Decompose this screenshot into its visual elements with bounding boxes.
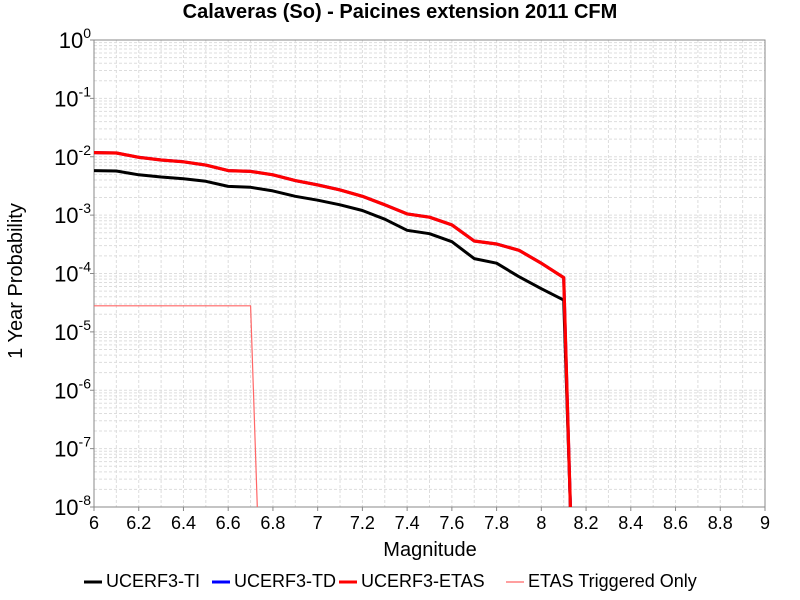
x-tick-label: 6.6 (216, 513, 241, 533)
x-tick-label: 7.8 (484, 513, 509, 533)
y-tick-exponent: -7 (79, 434, 92, 450)
y-tick-base: 10 (54, 86, 78, 111)
x-tick-label: 8.6 (663, 513, 688, 533)
y-tick-base: 10 (54, 437, 78, 462)
y-tick-label: 10-6 (54, 375, 91, 403)
y-tick-exponent: -2 (79, 142, 92, 158)
y-tick-label: 10-5 (54, 317, 91, 345)
x-tick-label: 8.4 (618, 513, 643, 533)
legend-label-ucerf3-etas: UCERF3-ETAS (361, 571, 485, 591)
y-tick-label: 10-1 (54, 83, 91, 111)
y-tick-label: 10-7 (54, 434, 91, 462)
x-tick-label: 7.4 (395, 513, 420, 533)
x-tick-label: 6.8 (260, 513, 285, 533)
legend-label-ucerf3-ti: UCERF3-TI (106, 571, 200, 591)
x-tick-label: 6.4 (171, 513, 196, 533)
y-tick-base: 10 (54, 378, 78, 403)
x-tick-label: 7.2 (350, 513, 375, 533)
y-tick-label: 100 (59, 25, 91, 53)
series-line-etas-triggered-only (94, 305, 258, 507)
y-tick-label: 10-3 (54, 200, 91, 228)
y-tick-label: 10-2 (54, 142, 91, 170)
y-tick-exponent: -5 (79, 317, 92, 333)
legend-label-ucerf3-td: UCERF3-TD (234, 571, 336, 591)
x-tick-label: 8.8 (708, 513, 733, 533)
y-tick-exponent: -1 (79, 83, 92, 99)
y-axis-label: 1 Year Probability (5, 203, 27, 359)
x-axis-ticks: 6 6.2 6.4 6.6 6.8 7 7.2 7.4 7.6 7.8 8 8.2 8.4 8.6 8.8 9 (89, 507, 770, 533)
legend-label-etas-triggered-only: ETAS Triggered Only (528, 571, 697, 591)
y-tick-exponent: -8 (79, 492, 92, 508)
grid (93, 39, 766, 508)
x-tick-label: 7 (313, 513, 323, 533)
series-layer (94, 151, 572, 507)
x-axis-label: Magnitude (383, 539, 476, 561)
y-tick-exponent: 0 (83, 25, 91, 41)
chart-title: Calaveras (So) - Paicines extension 2011… (183, 1, 618, 23)
x-tick-label: 6.2 (126, 513, 151, 533)
y-tick-exponent: -4 (79, 259, 92, 275)
y-tick-label: 10-8 (54, 492, 91, 520)
legend: UCERF3-TI UCERF3-TD UCERF3-ETAS ETAS Trigge… (84, 571, 697, 591)
y-tick-base: 10 (54, 495, 78, 520)
y-tick-label: 10-4 (54, 259, 91, 287)
y-tick-exponent: -3 (79, 200, 92, 216)
x-tick-label: 7.6 (439, 513, 464, 533)
y-tick-base: 10 (54, 320, 78, 345)
y-tick-base: 10 (59, 28, 83, 53)
x-tick-label: 6 (89, 513, 99, 533)
x-tick-label: 8 (536, 513, 546, 533)
y-tick-exponent: -6 (79, 375, 92, 391)
series-line-ucerf3-ti (94, 169, 572, 507)
y-tick-base: 10 (54, 262, 78, 287)
y-tick-base: 10 (54, 145, 78, 170)
series-line-ucerf3-etas (94, 151, 572, 507)
x-tick-label: 9 (760, 513, 770, 533)
x-tick-label: 8.2 (574, 513, 599, 533)
y-tick-base: 10 (54, 203, 78, 228)
